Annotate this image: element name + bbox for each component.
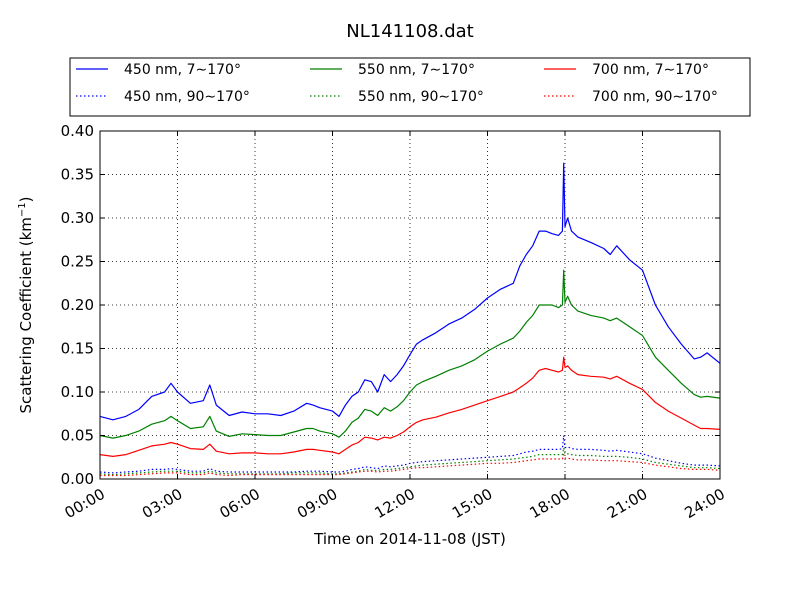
x-tick-label: 15:00 [449, 485, 495, 522]
y-tick-label: 0.10 [61, 383, 94, 401]
legend-label: 700 nm, 90∼170° [592, 89, 718, 105]
series-layer [99, 162, 721, 477]
x-tick-label: 21:00 [604, 485, 650, 522]
y-tick-label: 0.15 [61, 340, 94, 358]
series-line [99, 447, 721, 476]
x-tick-label: 06:00 [217, 485, 263, 522]
legend-label: 450 nm, 7∼170° [124, 62, 241, 78]
x-tick-label: 12:00 [372, 485, 418, 522]
y-axis-label-exponent: −1 [17, 202, 28, 217]
chart-title: NL141108.dat [346, 21, 473, 42]
x-tick-label: 18:00 [527, 485, 573, 522]
y-tick-label: 0.35 [61, 166, 94, 184]
y-axis-label-main: Scattering Coefficient (km [17, 217, 35, 413]
series-line [99, 356, 721, 457]
x-tick-label: 09:00 [294, 485, 340, 522]
y-tick-label: 0.00 [61, 470, 94, 488]
y-tick-label: 0.25 [61, 253, 94, 271]
legend-label: 450 nm, 90∼170° [124, 89, 250, 105]
series-line [100, 454, 721, 477]
x-axis-label: Time on 2014-11-08 (JST) [313, 530, 506, 548]
y-tick-label: 0.20 [61, 296, 94, 314]
x-tick-label: 03:00 [139, 485, 185, 522]
y-tick-label: 0.40 [61, 122, 94, 140]
x-tick-label: 00:00 [62, 485, 108, 522]
legend-box [69, 57, 751, 117]
legend-label: 550 nm, 7∼170° [358, 62, 475, 78]
y-tick-label: 0.05 [61, 427, 94, 445]
legend: 450 nm, 7∼170° 550 nm, 7∼170° 700 nm, 7∼17… [69, 57, 751, 117]
ticks: 00:00 03:00 06:00 09:00 12:00 15:00 18:00 21:00… [61, 122, 728, 522]
series-line [99, 269, 721, 439]
series-line [99, 162, 721, 421]
legend-label: 550 nm, 90∼170° [358, 89, 484, 105]
x-tick-label: 24:00 [682, 485, 728, 522]
y-tick-label: 0.30 [61, 209, 94, 227]
grid [100, 131, 720, 479]
y-axis-label: Scattering Coefficient (km−1) [17, 196, 35, 413]
y-axis-label-close: ) [17, 196, 35, 202]
legend-label: 700 nm, 7∼170° [592, 62, 709, 78]
plot-frame [99, 130, 721, 480]
